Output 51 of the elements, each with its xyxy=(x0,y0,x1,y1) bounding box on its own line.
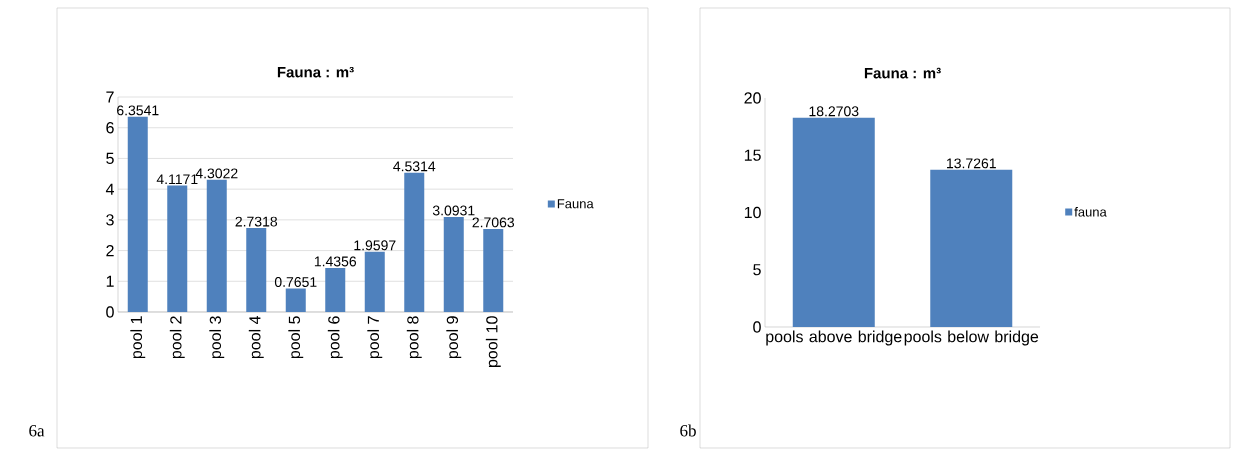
chart-title: Fauna : m³ xyxy=(864,67,941,79)
data-label: 6.3541 xyxy=(117,105,159,116)
chart-title: Fauna : m³ xyxy=(277,66,354,78)
y-tick-label: 5 xyxy=(106,152,114,165)
y-tick-label: 20 xyxy=(744,92,761,104)
y-tick-label: 0 xyxy=(753,321,761,333)
data-label: 0.7651 xyxy=(274,277,317,287)
bar xyxy=(285,288,306,312)
bar xyxy=(364,251,385,312)
data-label: 18.2703 xyxy=(809,106,859,117)
bar xyxy=(127,116,148,312)
y-tick-label: 15 xyxy=(744,149,761,161)
text: 6b xyxy=(680,424,696,437)
x-tick-label: pool 4 xyxy=(248,316,264,359)
y-tick-label: 7 xyxy=(106,91,114,103)
bar xyxy=(443,217,464,312)
y-tick-label: 5 xyxy=(753,264,761,276)
x-tick-label: pool 7 xyxy=(367,316,383,359)
x-tick-label: pools below bridge xyxy=(904,330,1039,346)
y-tick-label: 3 xyxy=(106,214,114,226)
bar xyxy=(483,228,504,312)
text: 6a xyxy=(29,425,45,437)
y-tick-label: 2 xyxy=(106,244,114,257)
data-label: 1.4356 xyxy=(314,256,357,267)
y-tick-label: 6 xyxy=(106,122,114,134)
y-tick-label: 1 xyxy=(106,275,114,287)
x-tick-label: pool 8 xyxy=(406,316,422,359)
x-tick-label: pool 9 xyxy=(446,316,462,359)
x-tick-label: pool 1 xyxy=(130,316,146,359)
bar xyxy=(246,228,267,312)
bar xyxy=(167,185,188,312)
bar xyxy=(206,179,227,312)
x-tick-label: pool 10 xyxy=(485,316,501,367)
x-tick-label: pools above bridge xyxy=(766,330,902,346)
data-label: 2.7063 xyxy=(472,217,515,228)
data-label: 3.0931 xyxy=(432,205,475,216)
data-label: 1.9597 xyxy=(354,240,396,251)
bar xyxy=(325,267,346,312)
x-tick-label: pool 2 xyxy=(169,316,185,359)
bar xyxy=(404,172,425,312)
data-label: 13.7261 xyxy=(947,158,996,169)
data-label: 4.5314 xyxy=(393,161,436,172)
y-tick-label: 0 xyxy=(106,306,114,318)
x-tick-label: pool 5 xyxy=(288,316,304,359)
x-tick-label: pool 3 xyxy=(209,316,225,359)
y-tick-label: 10 xyxy=(744,206,761,219)
x-tick-label: pool 6 xyxy=(327,316,343,359)
data-label: 2.7318 xyxy=(235,216,278,227)
legend-label: Fauna xyxy=(557,199,594,209)
y-tick-label: 4 xyxy=(105,183,114,195)
legend-label: fauna xyxy=(1074,207,1107,217)
